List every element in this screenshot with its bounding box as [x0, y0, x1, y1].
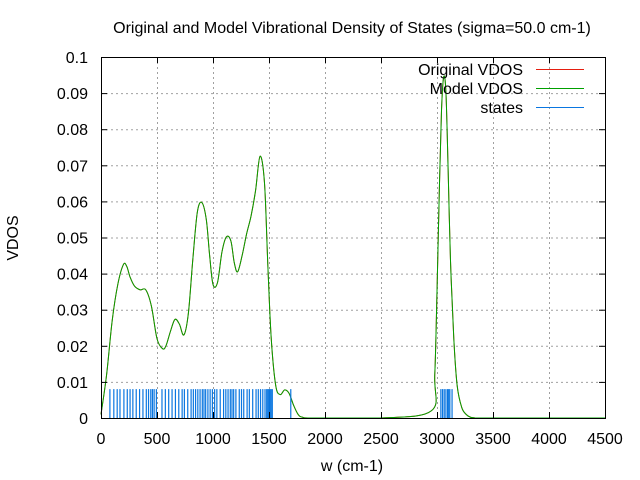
- x-tick-label: 2500: [363, 431, 399, 448]
- y-tick-label: 0.04: [57, 267, 88, 284]
- x-tick-label: 0: [97, 431, 106, 448]
- y-tick-label: 0.02: [57, 339, 88, 356]
- x-tick-label: 3000: [419, 431, 455, 448]
- x-tick-label: 500: [144, 431, 171, 448]
- y-tick-label: 0.06: [57, 194, 88, 211]
- y-tick-label: 0.08: [57, 122, 88, 139]
- y-tick-label: 0: [79, 411, 88, 428]
- y-axis-title: VDOS: [5, 215, 22, 260]
- legend-label-original-vdos: Original VDOS: [418, 62, 523, 79]
- plot-area: [100, 75, 605, 419]
- axis-ticks: 0 500 1000 1500 2000 2500 3000 3500 4000 4500 0 0.0…: [57, 50, 623, 448]
- x-tick-label: 4000: [531, 431, 567, 448]
- x-tick-label: 4500: [587, 431, 623, 448]
- grid: [101, 57, 605, 418]
- x-tick-label: 1500: [251, 431, 287, 448]
- y-tick-label: 0.07: [57, 158, 88, 175]
- legend-label-states: states: [480, 100, 523, 117]
- y-tick-label: 0.1: [66, 50, 88, 67]
- legend: Original VDOS Model VDOS states: [418, 62, 584, 117]
- y-tick-label: 0.09: [57, 86, 88, 103]
- x-tick-label: 2000: [307, 431, 343, 448]
- legend-label-model-vdos: Model VDOS: [430, 81, 523, 98]
- chart-title: Original and Model Vibrational Density o…: [113, 20, 591, 37]
- model-vdos-line: [100, 75, 605, 419]
- y-tick-label: 0.01: [57, 375, 88, 392]
- x-tick-label: 1000: [195, 431, 231, 448]
- x-tick-label: 3500: [475, 431, 511, 448]
- x-axis-title: w (cm-1): [320, 458, 383, 475]
- original-vdos-line: [100, 75, 605, 419]
- y-tick-label: 0.05: [57, 231, 88, 248]
- y-tick-label: 0.03: [57, 303, 88, 320]
